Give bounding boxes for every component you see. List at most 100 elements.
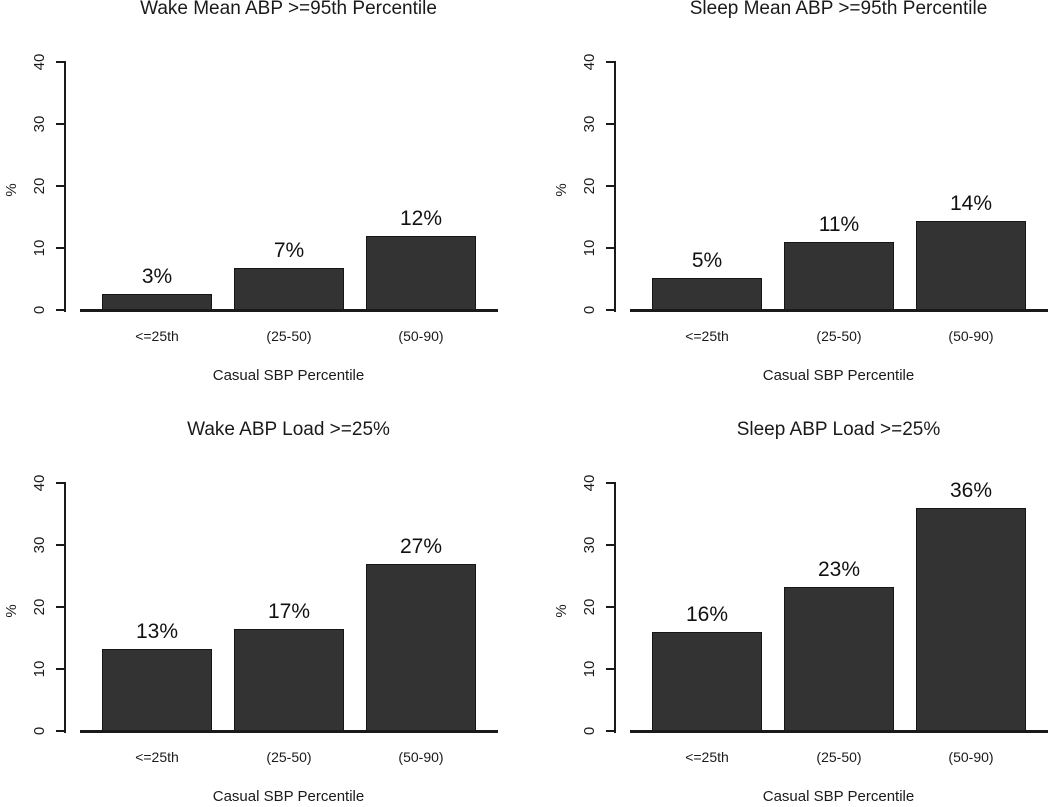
y-axis-tick — [56, 730, 65, 732]
chart-panel-sleep-mean-abp: Sleep Mean ABP >=95th Percentile % 5% 11%… — [525, 0, 1050, 403]
chart-title: Wake ABP Load >=25% — [187, 419, 390, 440]
x-tick-labels: <=25th (25-50) (50-90) — [630, 328, 1047, 346]
bar-<=25th — [652, 278, 762, 310]
bar-<=25th — [102, 649, 212, 731]
bar-(25-50) — [234, 629, 344, 731]
y-tick-label: 0 — [31, 726, 48, 736]
y-tick-label: 30 — [581, 115, 598, 133]
chart-title: Sleep Mean ABP >=95th Percentile — [689, 0, 988, 19]
x-tick-label: <=25th — [135, 328, 179, 344]
y-tick-label: 20 — [31, 177, 48, 195]
bar-value-label: 12% — [399, 207, 443, 230]
y-axis-tick — [56, 668, 65, 670]
y-axis-tick — [56, 123, 65, 125]
bar-chart-wake-abp-load: Wake ABP Load >=25% % 13% 17% 27% <=25th (2… — [0, 419, 525, 807]
bar-chart-sleep-abp-load: Sleep ABP Load >=25% % 16% 23% 36% <=25th (… — [550, 419, 1050, 807]
chart-title: Wake Mean ABP >=95th Percentile — [140, 0, 437, 19]
bar-(50-90) — [916, 221, 1026, 310]
x-axis — [630, 309, 1048, 312]
bar-(50-90) — [366, 236, 476, 310]
bar-value-label: 27% — [399, 535, 443, 558]
x-tick-labels: <=25th (25-50) (50-90) — [80, 328, 497, 346]
x-tick-label: (50-90) — [948, 328, 994, 344]
y-axis-tick — [606, 61, 615, 63]
y-axis-tick — [56, 61, 65, 63]
bar-value-label: 36% — [949, 479, 993, 502]
y-axis — [614, 61, 616, 312]
y-axis-title: % — [3, 183, 20, 197]
bar-value-label: 5% — [691, 249, 723, 272]
plot-area: 13% 17% 27% — [80, 483, 497, 731]
y-tick-label: 20 — [581, 598, 598, 616]
bar-value-label: 13% — [135, 620, 179, 643]
x-tick-label: (25-50) — [816, 328, 862, 344]
y-axis-title: % — [3, 604, 20, 618]
x-axis-title: Casual SBP Percentile — [762, 788, 915, 805]
y-axis-tick — [606, 309, 615, 311]
plot-area: 5% 11% 14% — [630, 62, 1047, 310]
bar-(50-90) — [366, 564, 476, 731]
x-tick-label: (25-50) — [816, 749, 862, 765]
bar-value-label: 3% — [141, 265, 173, 288]
x-axis-title: Casual SBP Percentile — [762, 367, 915, 384]
y-axis — [614, 482, 616, 733]
bar-<=25th — [652, 632, 762, 731]
y-tick-label: 40 — [31, 474, 48, 492]
x-axis-title: Casual SBP Percentile — [212, 788, 365, 805]
y-axis-tick — [606, 247, 615, 249]
x-axis-title: Casual SBP Percentile — [212, 367, 365, 384]
x-tick-label: (50-90) — [398, 328, 444, 344]
bar-<=25th — [102, 294, 212, 310]
y-tick-label: 40 — [31, 53, 48, 71]
chart-panel-wake-mean-abp: Wake Mean ABP >=95th Percentile % 3% 7% 12… — [0, 0, 525, 403]
x-axis — [80, 309, 498, 312]
y-axis-title: % — [553, 604, 570, 618]
x-tick-label: <=25th — [685, 749, 729, 765]
y-axis-tick — [606, 668, 615, 670]
y-axis-tick — [606, 730, 615, 732]
y-axis-title: % — [553, 183, 570, 197]
y-axis-tick — [606, 482, 615, 484]
y-tick-label: 10 — [581, 239, 598, 257]
plot-area: 3% 7% 12% — [80, 62, 497, 310]
y-tick-label: 0 — [581, 305, 598, 315]
bar-value-label: 11% — [818, 213, 860, 236]
y-axis-tick — [606, 606, 615, 608]
bar-(25-50) — [784, 587, 894, 731]
y-axis-tick — [56, 309, 65, 311]
y-axis-tick — [56, 247, 65, 249]
y-tick-label: 10 — [31, 239, 48, 257]
y-tick-label: 30 — [31, 536, 48, 554]
chart-panel-wake-abp-load: Wake ABP Load >=25% % 13% 17% 27% <=25th (2… — [0, 403, 525, 807]
y-axis — [64, 482, 66, 733]
bar-chart-sleep-mean-abp: Sleep Mean ABP >=95th Percentile % 5% 11%… — [550, 0, 1050, 403]
y-tick-label: 30 — [31, 115, 48, 133]
x-tick-label: (25-50) — [266, 328, 312, 344]
y-tick-label: 10 — [31, 660, 48, 678]
bar-(25-50) — [784, 242, 894, 310]
chart-panel-sleep-abp-load: Sleep ABP Load >=25% % 16% 23% 36% <=25th (… — [525, 403, 1050, 807]
bar-value-label: 7% — [273, 239, 305, 262]
y-tick-label: 30 — [581, 536, 598, 554]
bar-chart-wake-mean-abp: Wake Mean ABP >=95th Percentile % 3% 7% 12… — [0, 0, 525, 403]
x-tick-label: (25-50) — [266, 749, 312, 765]
x-axis — [630, 730, 1048, 733]
bar-(50-90) — [916, 508, 1026, 731]
bar-value-label: 17% — [267, 600, 311, 623]
y-axis-tick — [606, 185, 615, 187]
y-axis — [64, 61, 66, 312]
y-axis-tick — [56, 185, 65, 187]
x-tick-label: <=25th — [135, 749, 179, 765]
x-tick-labels: <=25th (25-50) (50-90) — [80, 749, 497, 767]
y-tick-label: 10 — [581, 660, 598, 678]
y-axis-tick — [56, 482, 65, 484]
y-axis-tick — [606, 123, 615, 125]
x-tick-label: <=25th — [685, 328, 729, 344]
x-axis — [80, 730, 498, 733]
x-tick-label: (50-90) — [398, 749, 444, 765]
y-tick-label: 40 — [581, 474, 598, 492]
bar-value-label: 16% — [685, 603, 729, 626]
y-axis-tick — [56, 544, 65, 546]
bar-value-label: 14% — [949, 192, 993, 215]
